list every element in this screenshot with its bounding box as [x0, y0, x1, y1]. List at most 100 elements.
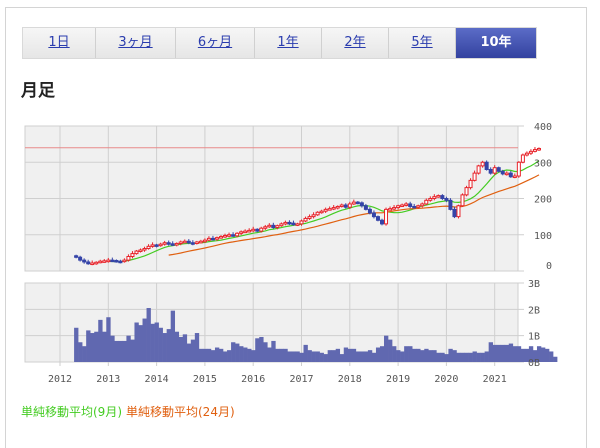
volume-bar [190, 339, 196, 362]
volume-bar [359, 351, 365, 362]
volume-bar [396, 350, 401, 362]
volume-bar [202, 348, 208, 362]
x-tick-label: 2012 [48, 374, 72, 385]
candle-up [122, 259, 127, 263]
volume-bar [166, 329, 171, 362]
candle-up [520, 154, 525, 163]
candle-down [408, 203, 413, 207]
candle-up [202, 239, 207, 243]
volume-bar [432, 350, 437, 362]
volume-bar [303, 344, 308, 362]
volume-bar [516, 346, 522, 362]
volume-bar [182, 334, 188, 362]
tab-5y[interactable]: 5年 [389, 28, 456, 58]
volume-bar [323, 354, 328, 362]
volume-bar [536, 346, 542, 362]
volume-bar [299, 352, 304, 362]
volume-bar [468, 352, 473, 362]
volume-bar [118, 340, 123, 362]
volume-bar [412, 348, 417, 362]
volume-bar [524, 348, 530, 362]
volume-bar [291, 351, 296, 362]
tab-1d[interactable]: 1日 [23, 28, 96, 58]
volume-bar [279, 348, 284, 362]
candle-down [355, 201, 360, 205]
volume-bar [170, 310, 176, 362]
candle-up [259, 227, 264, 232]
volume-bar [214, 347, 220, 362]
volume-bar [488, 342, 493, 362]
candle-down [375, 216, 380, 221]
candle-up [182, 240, 187, 244]
volume-bar [251, 350, 256, 362]
x-tick-label: 2018 [338, 374, 362, 385]
volume-bar [500, 344, 506, 362]
candle-up [178, 241, 183, 244]
tab-1y[interactable]: 1年 [255, 28, 322, 58]
volume-bar [146, 308, 151, 362]
volume-bar [448, 348, 453, 362]
volume-bar [235, 343, 240, 362]
candle-up [460, 194, 465, 207]
volume-bar [496, 344, 502, 362]
volume-bar [122, 340, 127, 362]
chart-axes: 2012 2013 2014 2015 2016 2017 2018 2019 2020 2021… [48, 122, 552, 385]
volume-bar [142, 318, 147, 362]
candle-up [319, 210, 324, 214]
x-tick-label: 2014 [145, 374, 169, 385]
volume-bar [86, 330, 91, 362]
candle-down [452, 208, 457, 218]
x-tick-label: 2021 [483, 374, 507, 385]
volume-bar [456, 352, 461, 362]
candle-up [331, 207, 336, 210]
tab-10y[interactable]: 10年 [456, 28, 536, 58]
volume-bar [94, 331, 99, 362]
legend-ma24: 単純移動平均(24月) [126, 405, 235, 419]
candle-up [347, 203, 352, 208]
candle-up [307, 216, 312, 219]
volume-bar [74, 327, 79, 362]
volume-panel [24, 282, 558, 366]
candle-up [532, 149, 537, 152]
volume-bar [428, 350, 433, 362]
candle-down [359, 202, 364, 207]
volume-bar [319, 352, 324, 362]
tab-3m[interactable]: 3ヶ月 [96, 28, 176, 58]
candle-up [303, 217, 308, 222]
volume-bar [255, 338, 260, 362]
volume-bar [206, 348, 212, 362]
candle-up [428, 198, 433, 201]
candle-up [392, 207, 397, 210]
volume-bar [227, 350, 232, 362]
candle-down [291, 222, 296, 226]
ma9-line [108, 160, 540, 263]
candle-down [508, 172, 513, 178]
candle-up [90, 262, 95, 266]
candle-down [444, 198, 449, 201]
volume-bar [440, 352, 445, 362]
candle-up [416, 205, 421, 208]
tab-2y[interactable]: 2年 [322, 28, 389, 58]
tab-6m[interactable]: 6ヶ月 [176, 28, 255, 58]
candle-down [271, 224, 276, 228]
volume-bar [98, 319, 103, 362]
volume-bar [307, 350, 312, 362]
candle-down [74, 255, 79, 258]
volume-bar [271, 340, 276, 362]
candle-up [126, 256, 131, 261]
candle-up [146, 245, 151, 250]
volume-bar [504, 344, 510, 362]
candle-up [424, 199, 429, 205]
volume-bar [416, 348, 421, 362]
volume-bar [404, 346, 409, 362]
volume-bar [267, 347, 272, 362]
volume-bar [549, 351, 554, 362]
candle-down [287, 221, 292, 225]
volume-bar [295, 351, 300, 362]
price-volume-chart: 2012 2013 2014 2015 2016 2017 2018 2019 2020 2021… [24, 122, 558, 385]
volume-bar [436, 352, 441, 362]
volume-bar [198, 348, 204, 362]
volume-bar [315, 351, 320, 362]
candle-up [235, 232, 240, 237]
volume-bar [424, 348, 429, 362]
